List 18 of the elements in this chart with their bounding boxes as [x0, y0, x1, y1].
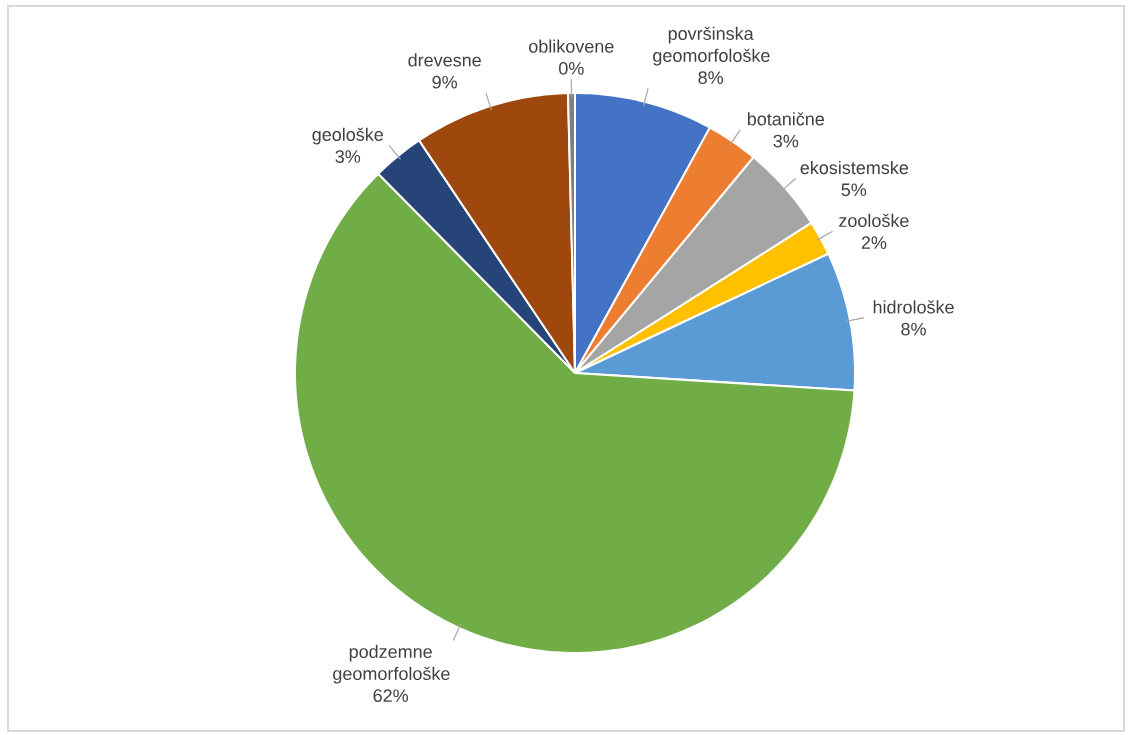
slice-label: površinska geomorfološke [653, 26, 770, 66]
data-label: 8% [698, 71, 724, 84]
data-label: 3% [773, 134, 799, 148]
data-label: 0% [559, 62, 584, 75]
data-label: 62% [373, 689, 409, 703]
slice-label: geološke [312, 127, 383, 145]
data-label: 2% [861, 236, 887, 249]
slice-label: oblikovene [529, 39, 614, 53]
data-label: 8% [901, 322, 926, 336]
data-label: 9% [432, 75, 458, 89]
slice-label: botanične [747, 112, 825, 126]
slice-label: hidrološke [873, 300, 954, 314]
data-label: 5% [841, 183, 867, 197]
slice-label: podzemne geomorfološke [333, 644, 450, 684]
slice-label: ekosistemske [800, 160, 909, 175]
data-label: 3% [335, 150, 361, 163]
slice-label: drevesne [408, 53, 481, 67]
slice-label: zoološke [839, 213, 909, 228]
